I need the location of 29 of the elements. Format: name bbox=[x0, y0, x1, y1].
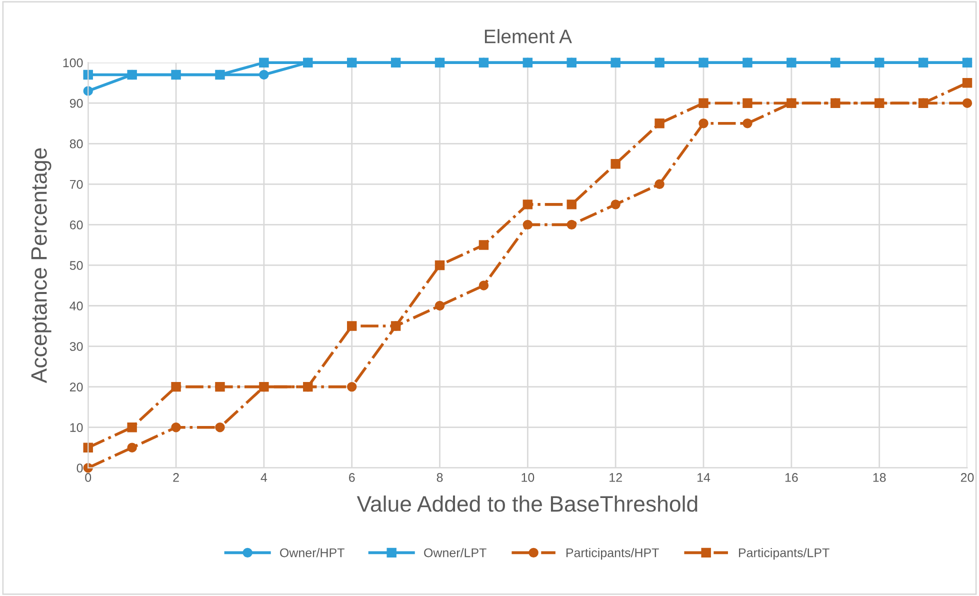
y-tick-label: 70 bbox=[70, 180, 83, 189]
y-tick-label: 0 bbox=[76, 464, 83, 473]
x-tick-label: 20 bbox=[960, 473, 974, 482]
x-tick-label: 0 bbox=[85, 473, 92, 482]
y-tick-label: 40 bbox=[70, 302, 83, 310]
x-tick-label: 14 bbox=[698, 473, 710, 482]
y-tick-label: 30 bbox=[70, 342, 83, 351]
legend-label: Owner/LPT bbox=[424, 548, 486, 558]
x-tick-label: 6 bbox=[349, 473, 355, 482]
y-tick-label: 50 bbox=[70, 261, 83, 270]
chart-title: Element A bbox=[484, 29, 572, 44]
legend-label: Owner/HPT bbox=[280, 548, 344, 558]
y-axis-title: Acceptance Percentage bbox=[31, 148, 52, 384]
x-axis-title: Value Added to the BaseThreshold bbox=[356, 495, 698, 512]
x-tick-label: 16 bbox=[785, 473, 798, 482]
y-tick-label: 90 bbox=[70, 98, 83, 108]
x-tick-label: 2 bbox=[173, 473, 179, 482]
x-tick-label: 12 bbox=[610, 473, 622, 482]
y-tick-label: 100 bbox=[63, 58, 83, 68]
legend-label: Participants/HPT bbox=[566, 548, 659, 560]
x-tick-label: 18 bbox=[873, 473, 886, 482]
x-tick-label: 10 bbox=[522, 473, 534, 482]
y-tick-label: 80 bbox=[70, 139, 83, 148]
y-tick-label: 60 bbox=[70, 220, 83, 230]
x-tick-label: 4 bbox=[260, 473, 268, 482]
x-tick-label: 8 bbox=[436, 473, 443, 482]
y-tick-label: 10 bbox=[70, 423, 83, 432]
legend-label: Participants/LPT bbox=[738, 548, 830, 560]
y-tick-label: 20 bbox=[70, 382, 83, 392]
